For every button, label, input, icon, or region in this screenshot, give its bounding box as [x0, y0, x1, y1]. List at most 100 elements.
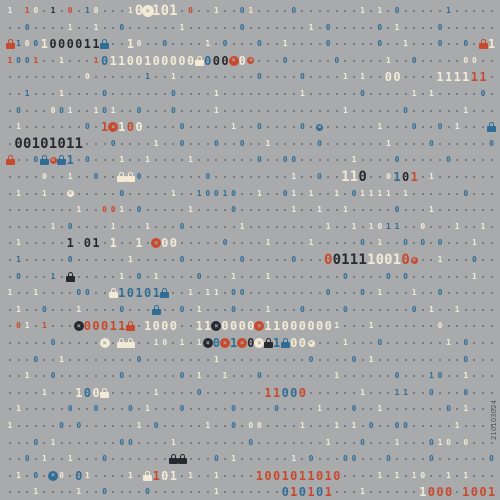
dot — [90, 369, 102, 383]
dot — [262, 153, 274, 167]
dot — [30, 21, 42, 35]
dot — [322, 70, 334, 84]
dot-mark — [310, 59, 312, 62]
dot — [150, 170, 162, 184]
dot — [314, 452, 326, 466]
digit-one: 1 — [410, 170, 418, 184]
dot — [348, 319, 360, 333]
dot — [202, 402, 214, 416]
dot — [13, 386, 25, 400]
dot — [296, 286, 308, 300]
dot — [400, 319, 412, 333]
digit-one: 1 — [392, 252, 402, 268]
dot — [477, 436, 489, 450]
dot-mark — [9, 342, 11, 344]
dot-mark — [404, 375, 407, 378]
dot — [73, 353, 85, 367]
dot-mark — [490, 308, 493, 311]
padlock-icon — [125, 338, 135, 348]
digit-one: 1 — [153, 271, 159, 281]
digit-one: 1 — [385, 188, 391, 198]
dot — [365, 469, 377, 483]
dot-mark — [206, 26, 209, 29]
dot-mark — [249, 225, 252, 228]
dot — [434, 87, 446, 101]
dot-mark — [198, 425, 201, 427]
dot — [21, 153, 33, 167]
digit-one: 1 — [282, 39, 288, 49]
padlock-icon — [4, 153, 16, 167]
dot-mark — [77, 242, 80, 245]
dot — [133, 469, 145, 483]
dot-mark — [301, 192, 304, 195]
dot-mark — [396, 308, 398, 311]
dot-mark — [318, 375, 321, 378]
dot — [30, 70, 42, 84]
dot — [374, 353, 386, 367]
dot-mark — [163, 358, 166, 361]
dot — [365, 303, 377, 317]
dot-mark — [120, 109, 123, 112]
dot — [202, 21, 214, 35]
dot — [296, 220, 308, 234]
dot — [142, 120, 154, 134]
dot — [314, 419, 326, 433]
padlock-icon — [262, 336, 274, 350]
dot-mark — [327, 242, 330, 245]
dot-mark — [284, 93, 287, 95]
digit-zero: 0 — [403, 421, 408, 430]
dot-mark — [189, 275, 192, 278]
dot — [202, 485, 214, 499]
dot-mark — [404, 93, 407, 95]
dot-mark — [249, 142, 252, 145]
dot — [425, 419, 437, 433]
dot-mark — [353, 26, 355, 29]
dot — [47, 452, 59, 466]
dot — [288, 21, 300, 35]
dot-mark — [86, 458, 89, 461]
dot-mark — [163, 441, 166, 444]
dot — [64, 303, 76, 317]
dot-mark — [404, 225, 407, 228]
dot — [314, 220, 326, 234]
dot-mark — [198, 225, 201, 228]
dot — [159, 452, 171, 466]
dot-mark — [206, 358, 209, 361]
dot — [176, 270, 188, 284]
dot — [38, 286, 50, 300]
digit-one: 1 — [308, 188, 314, 198]
dot-mark — [138, 159, 140, 162]
dot-mark — [387, 441, 390, 444]
dot-mark — [387, 10, 390, 12]
dot-mark — [310, 43, 312, 46]
dot — [107, 153, 119, 167]
dot — [99, 187, 111, 201]
dot-mark — [482, 26, 484, 29]
dot-mark — [464, 242, 467, 245]
dot-mark — [421, 342, 424, 344]
dot — [176, 170, 188, 184]
digit-one: 1 — [188, 205, 193, 215]
dot — [425, 4, 437, 18]
dot-mark — [344, 59, 347, 62]
dot — [99, 153, 111, 167]
dot — [451, 203, 463, 217]
dot-mark — [396, 325, 398, 328]
dot-mark — [258, 109, 261, 112]
dot — [314, 37, 326, 51]
dot — [219, 485, 231, 499]
dot — [167, 369, 179, 383]
dot-mark — [456, 43, 459, 46]
dot — [417, 54, 429, 68]
dot — [305, 402, 317, 416]
digit-zero: 0 — [282, 155, 288, 165]
dot — [400, 153, 412, 167]
dot-mark — [387, 93, 390, 95]
dot — [382, 286, 394, 300]
dot — [348, 469, 360, 483]
dot — [176, 419, 188, 433]
digit-one: 1 — [41, 454, 47, 464]
dot-mark — [275, 142, 278, 145]
digit-one: 1 — [394, 22, 400, 32]
dot-mark — [163, 26, 166, 29]
